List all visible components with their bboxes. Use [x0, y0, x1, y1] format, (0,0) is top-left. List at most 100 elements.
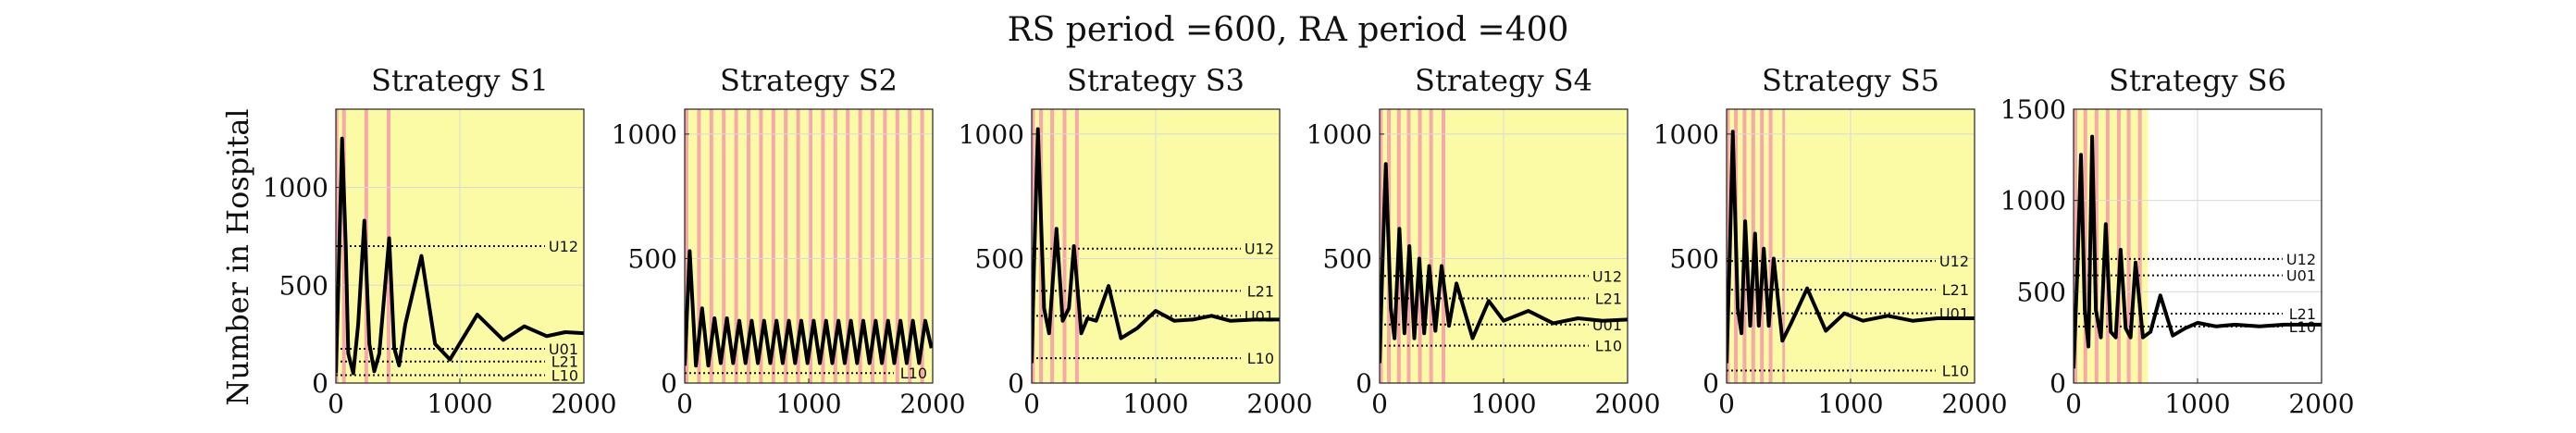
x-tick-label: 0 [676, 389, 693, 419]
restriction-band [1074, 109, 1079, 383]
y-axis-label: Number in Hospital [220, 108, 255, 405]
y-tick-label: 0 [1008, 368, 1024, 399]
y-tick-label: 1000 [2000, 186, 2066, 216]
restriction-band [2137, 109, 2142, 383]
threshold-label-l10: L10 [2289, 318, 2316, 336]
y-tick-label: 500 [1670, 243, 1719, 274]
restriction-band [846, 109, 850, 383]
threshold-label-l21: L21 [1942, 281, 1969, 299]
threshold-label-u12: U12 [2286, 251, 2316, 268]
panel-s2: L10 0 1000 2000 0 500 1000 Strategy S2 [612, 63, 966, 419]
x-tick-label: 1000 [1817, 389, 1883, 419]
threshold-label-u01: U01 [1245, 307, 1274, 325]
threshold-label-l21: L21 [551, 353, 578, 371]
panel-title: Strategy S5 [1762, 63, 1939, 98]
restriction-band [908, 109, 912, 383]
threshold-label-l10: L10 [1942, 363, 1969, 380]
x-tick-label: 0 [1718, 389, 1735, 419]
hospital-curve [2074, 134, 2322, 369]
threshold-label-u12: U12 [1939, 253, 1969, 270]
restriction-band [722, 109, 726, 383]
hospital-curve [1727, 130, 1975, 364]
x-tick-label: 2000 [1246, 389, 1312, 419]
threshold-label-u12: U12 [1592, 267, 1622, 285]
y-tick-label: 500 [975, 243, 1024, 274]
x-tick-label: 0 [1371, 389, 1388, 419]
x-tick-label: 2000 [551, 389, 616, 419]
x-tick-label: 1000 [1470, 389, 1536, 419]
x-tick-label: 1000 [2164, 389, 2230, 419]
x-tick-label: 0 [2065, 389, 2082, 419]
y-tick-label: 0 [2050, 368, 2066, 399]
panel-title: Strategy S2 [720, 63, 898, 98]
restriction-band [796, 109, 800, 383]
threshold-label-l10: L10 [1247, 350, 1274, 367]
y-tick-label: 500 [279, 270, 328, 301]
restriction-band [883, 109, 887, 383]
restriction-band [734, 109, 738, 383]
restriction-band [771, 109, 775, 383]
y-tick-label: 500 [2017, 277, 2066, 307]
restriction-band [709, 109, 713, 383]
x-tick-label: 2000 [899, 389, 965, 419]
restriction-band [1760, 109, 1765, 383]
restriction-band [1442, 109, 1446, 383]
threshold-label-u12: U12 [1245, 241, 1274, 258]
hospital-curve [336, 136, 584, 376]
restriction-band [759, 109, 763, 383]
threshold-label-u01: U01 [549, 340, 578, 358]
hospital-curve [685, 249, 933, 368]
restriction-band [895, 109, 899, 383]
restriction-band [1062, 109, 1067, 383]
restriction-band [2116, 109, 2121, 383]
hospital-curve [1032, 127, 1280, 364]
threshold-label-l21: L21 [1247, 282, 1274, 300]
x-tick-label: 2000 [1594, 389, 1660, 419]
threshold-label-l10: L10 [551, 367, 578, 385]
y-tick-label: 1000 [1307, 119, 1372, 150]
y-tick-label: 0 [312, 368, 328, 399]
restriction-band [747, 109, 751, 383]
restriction-band [821, 109, 825, 383]
threshold-label-l21: L21 [2289, 305, 2316, 323]
y-tick-label: 0 [661, 368, 677, 399]
restriction-band [685, 109, 689, 383]
y-tick-label: 0 [1703, 368, 1719, 399]
restriction-band [2083, 109, 2087, 383]
restriction-band [858, 109, 862, 383]
threshold-label-l21: L21 [1595, 291, 1622, 308]
x-tick-label: 0 [328, 389, 344, 419]
y-tick-label: 1000 [612, 119, 677, 150]
restriction-band [1050, 109, 1055, 383]
x-tick-label: 1000 [1122, 389, 1188, 419]
restriction-band [871, 109, 875, 383]
figure-title: RS period =600, RA period =400 [1008, 11, 1569, 49]
restriction-band [1768, 109, 1773, 383]
restriction-band [1418, 109, 1422, 383]
y-tick-label: 1000 [959, 119, 1024, 150]
y-tick-label: 1000 [263, 173, 328, 204]
threshold-label-l10: L10 [900, 365, 927, 382]
panel-s3: U12 L21 U01 L10 0 1000 2000 0 500 1000 Strategy S3 [959, 63, 1313, 419]
panel-title: Strategy S1 [371, 63, 549, 98]
x-tick-label: 2000 [1941, 389, 2007, 419]
restriction-band [2126, 109, 2131, 383]
x-tick-label: 1000 [427, 389, 492, 419]
threshold-label-u12: U12 [549, 238, 578, 255]
panel-title: Strategy S6 [2109, 63, 2286, 98]
restriction-band [697, 109, 701, 383]
x-tick-label: 2000 [2288, 389, 2354, 419]
threshold-label-u01: U01 [2286, 267, 2316, 285]
restriction-band [1429, 109, 1433, 383]
restriction-band [2074, 109, 2078, 383]
restriction-band [920, 109, 924, 383]
threshold-label-l10: L10 [1595, 338, 1622, 355]
panel-title: Strategy S3 [1067, 63, 1245, 98]
restriction-band [784, 109, 788, 383]
y-tick-label: 1000 [1653, 119, 1719, 150]
